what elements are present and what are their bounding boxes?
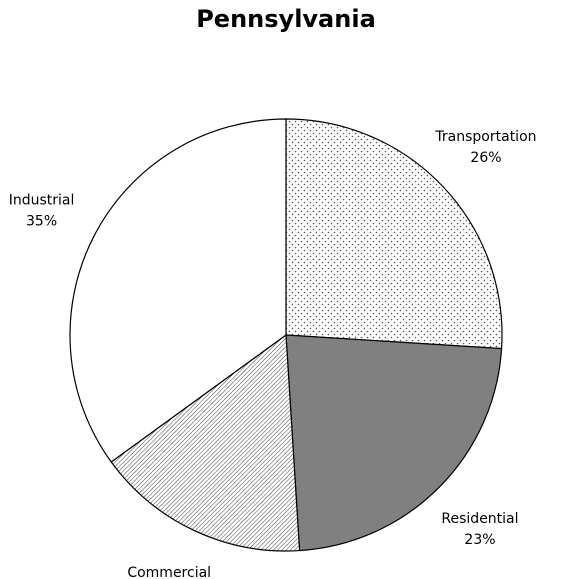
pie-slice xyxy=(285,118,503,350)
slice-label: Transportation xyxy=(434,129,536,145)
slice-label: Residential xyxy=(441,511,518,527)
chart-title: Pennsylvania xyxy=(196,5,376,33)
pie-slice xyxy=(69,118,287,463)
pie-slice xyxy=(110,333,301,552)
slice-label: Industrial xyxy=(9,192,75,208)
slice-value-label: 35% xyxy=(26,213,57,229)
slice-value-label: 26% xyxy=(470,150,501,166)
slice-label: Commercial xyxy=(127,565,211,579)
slice-value-label: 23% xyxy=(464,532,495,548)
pie-slice xyxy=(285,334,503,552)
